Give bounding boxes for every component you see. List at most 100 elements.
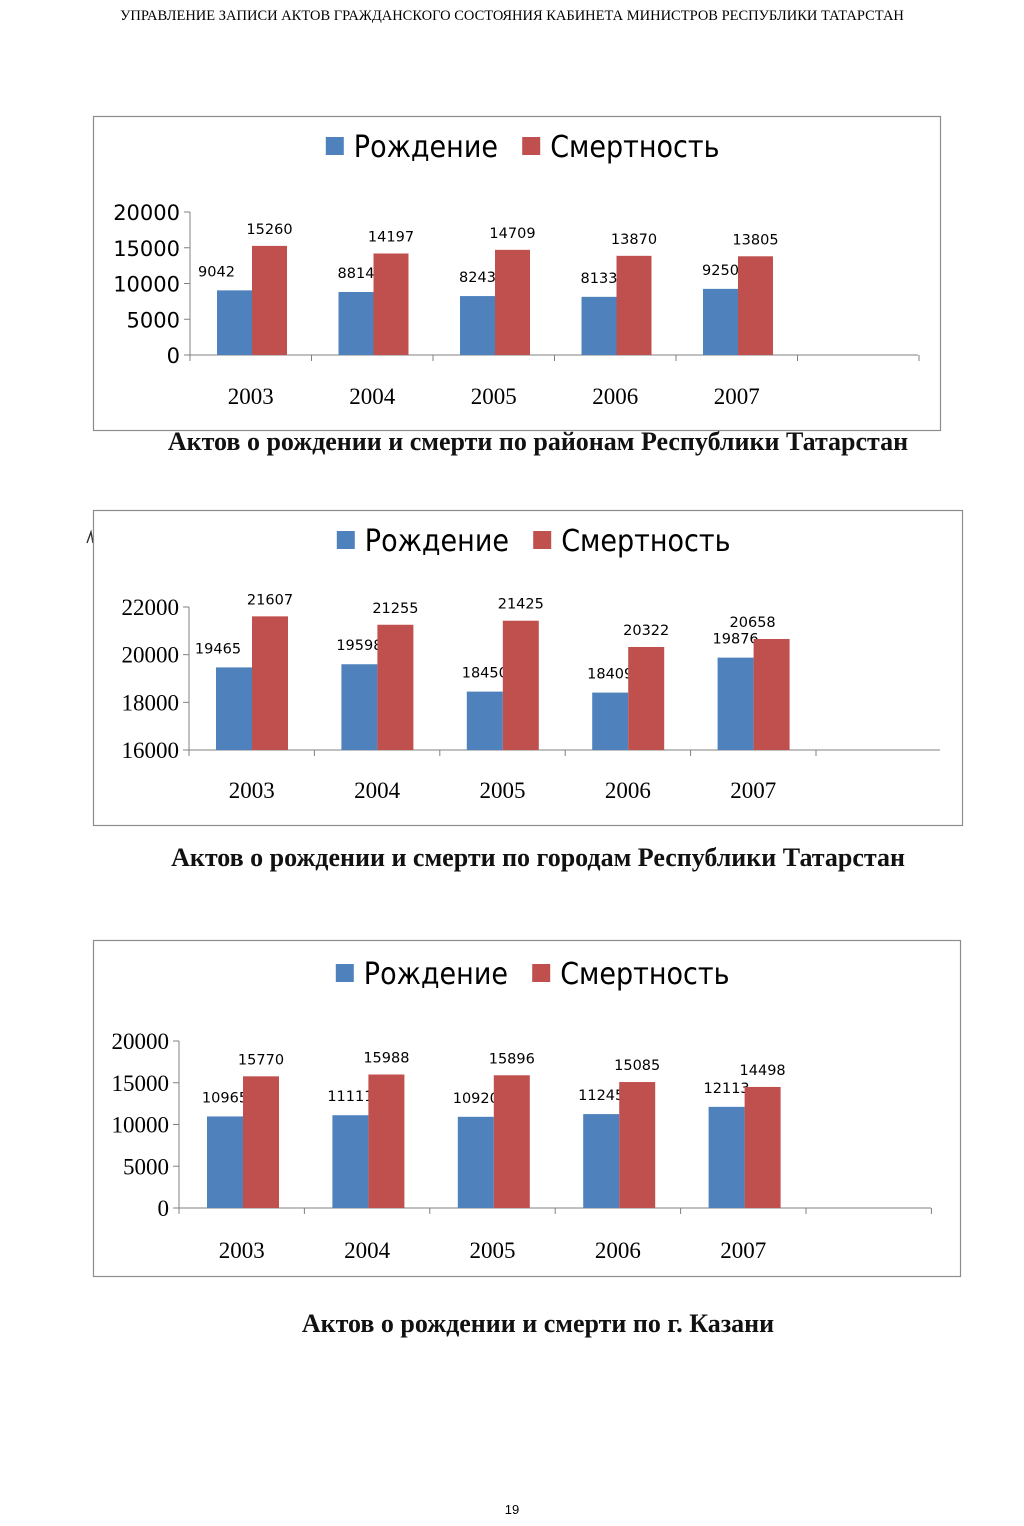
data-label-birth: 9042 [198,264,235,280]
legend-label-birth: Рождение [365,524,509,559]
bar-death [373,253,409,355]
bar-birth [332,1115,369,1208]
data-label-death: 15988 [363,1051,409,1067]
x-tick-label: 2003 [228,384,274,409]
bar-death [616,255,652,355]
data-label-birth: 12113 [704,1081,750,1097]
x-tick-label: 2007 [714,384,760,409]
data-label-birth: 8133 [581,271,618,287]
legend-label-birth: Рождение [364,957,508,992]
data-label-birth: 11111 [327,1089,373,1105]
chart-districts: Рождение Смертность 0 5000 10000 15000 20000 20… [92,115,942,432]
bar-death [377,624,414,750]
x-tick-label: 2006 [592,384,638,409]
legend-label-birth: Рождение [354,130,498,165]
y-tick-label: 0 [167,344,180,368]
bar-birth [217,290,252,355]
data-label-death: 21425 [498,597,544,613]
data-label-death: 15260 [246,222,292,238]
bar-birth [592,692,629,750]
data-label-death: 15896 [489,1051,535,1067]
data-label-birth: 19465 [195,641,241,657]
y-tick-label: 5000 [123,1154,169,1179]
x-tick-label: 2005 [470,1238,516,1263]
chart-cities: Рождение Смертность 16000 18000 20000 22000 20… [92,509,964,827]
y-tick-label: 20000 [113,201,180,225]
bar-death [619,1082,656,1208]
bar-birth [207,1116,243,1208]
bar-death [753,638,790,750]
data-label-death: 14498 [740,1063,786,1079]
x-tick-label: 2004 [349,384,396,409]
legend-swatch-birth [335,964,354,982]
data-label-birth: 8243 [459,270,496,286]
y-tick-label: 10000 [112,1113,170,1138]
data-label-birth: 8814 [338,266,375,282]
bar-birth [338,291,374,355]
data-label-death: 15085 [614,1058,660,1074]
x-tick-label: 2003 [229,778,275,803]
legend-label-death: Смертность [550,130,719,165]
data-label-birth: 19876 [713,632,759,648]
bar-death [502,620,539,750]
bar-death [252,616,288,750]
data-label-death: 20658 [730,615,776,631]
caption-kazan: Актов о рождении и смерти по г. Казани [301,1309,775,1338]
data-label-birth: 18409 [587,667,633,683]
bar-birth [703,288,738,355]
data-label-birth: 10920 [453,1091,499,1107]
bar-birth [460,296,495,355]
y-tick-label: 10000 [113,273,180,297]
bar-birth [457,1116,494,1208]
stray-mark [86,530,94,544]
data-label-birth: 19598 [336,638,382,654]
data-label-death: 13870 [611,232,657,248]
caption-districts: Актов о рождении и смерти по районам Рес… [167,427,909,456]
data-label-death: 13805 [732,232,778,248]
y-tick-label: 16000 [122,738,180,763]
legend-label-death: Смертность [561,524,730,559]
y-tick-label: 22000 [122,595,180,620]
x-tick-label: 2005 [471,384,517,409]
bar-death [493,1075,530,1208]
x-tick-label: 2004 [354,778,401,803]
data-label-birth: 18450 [462,666,508,682]
bar-death [738,256,773,355]
bar-death [243,1076,279,1208]
x-tick-label: 2004 [344,1238,391,1263]
data-label-death: 14709 [489,226,535,242]
bar-death [628,646,665,750]
legend-swatch-birth [336,531,355,549]
bar-death [368,1074,405,1208]
x-tick-label: 2007 [730,778,776,803]
y-tick-label: 15000 [113,237,180,261]
data-label-birth: 11245 [578,1088,624,1104]
y-tick-label: 20000 [112,1029,170,1054]
x-tick-label: 2003 [219,1238,265,1263]
bar-birth [466,691,503,750]
data-label-death: 14197 [368,229,414,245]
legend-swatch-death [533,531,552,549]
caption-cities: Актов о рождении и смерти по городам Рес… [171,843,905,872]
bar-death [495,249,530,355]
legend-swatch-death [532,964,551,982]
data-label-birth: 10965 [202,1090,248,1106]
legend-swatch-birth [325,137,344,155]
bar-birth [341,664,378,750]
bar-birth [717,657,754,750]
x-tick-label: 2005 [480,778,526,803]
y-tick-label: 15000 [112,1071,170,1096]
data-label-death: 21607 [247,592,293,608]
legend-swatch-death [522,137,541,155]
data-label-death: 21255 [372,601,418,617]
x-tick-label: 2007 [720,1238,766,1263]
bar-birth [216,667,252,750]
data-label-death: 20322 [623,623,669,639]
y-tick-label: 5000 [127,308,180,332]
y-tick-label: 20000 [122,643,180,668]
bar-birth [708,1106,745,1208]
y-tick-label: 0 [158,1196,170,1221]
page-header: УПРАВЛЕНИЕ ЗАПИСИ АКТОВ ГРАЖДАНСКОГО СОС… [120,8,904,24]
data-label-birth: 9250 [702,263,739,279]
y-tick-label: 18000 [122,690,180,715]
